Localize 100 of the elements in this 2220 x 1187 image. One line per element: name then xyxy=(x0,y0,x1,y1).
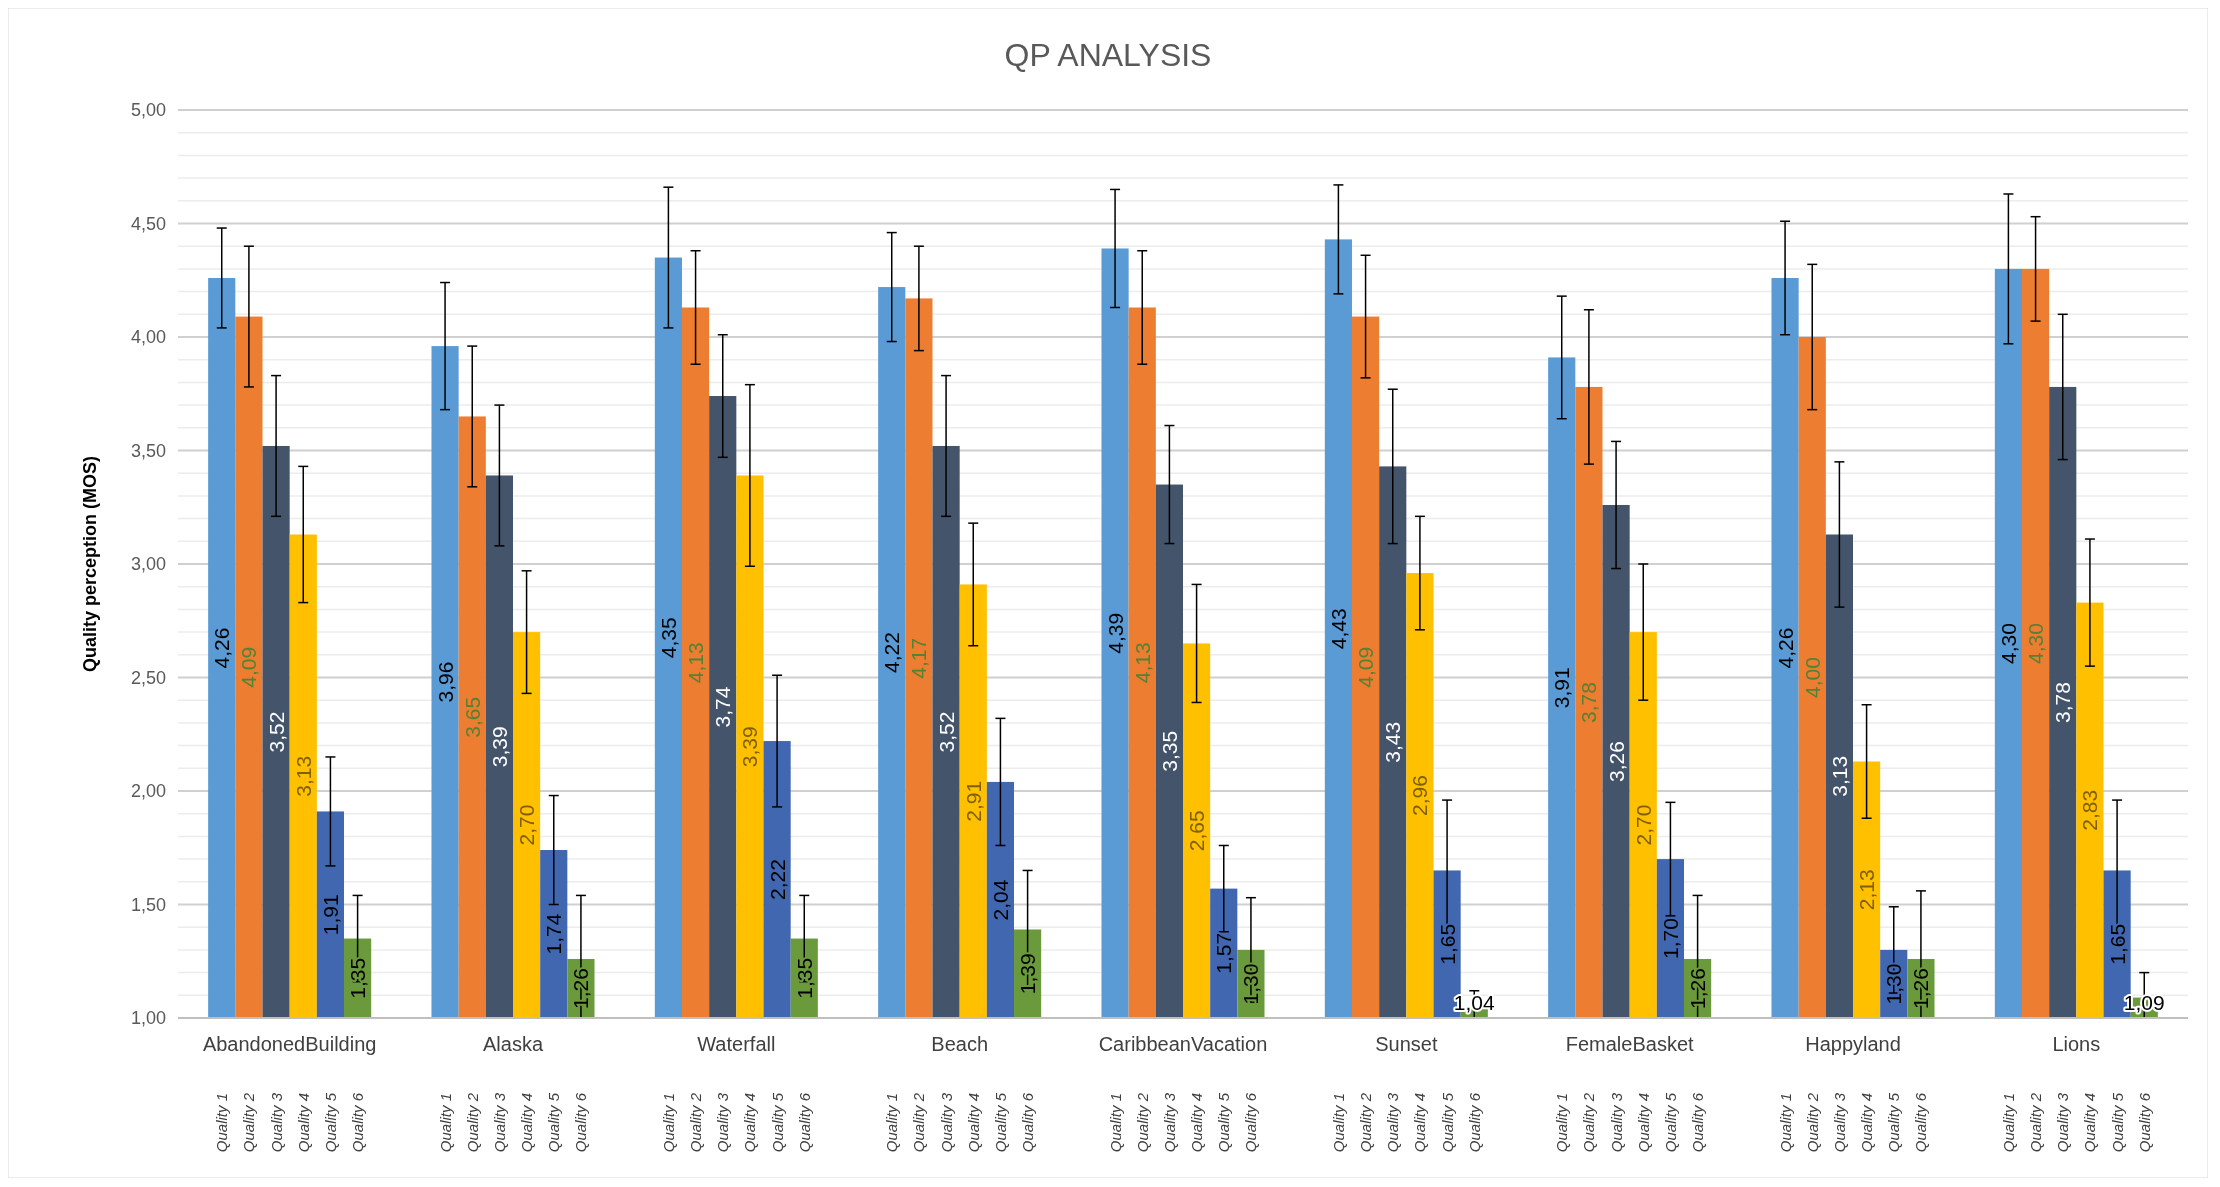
text: Quality 4 xyxy=(1858,1093,1876,1153)
text: Quality 1 xyxy=(1553,1093,1571,1153)
data-label: 1,35 xyxy=(346,957,370,999)
data-label: 3,13 xyxy=(1827,755,1851,797)
text: Quality 6 xyxy=(1912,1093,1930,1153)
text: Quality 2 xyxy=(1357,1093,1375,1153)
data-label: 1,30 xyxy=(1239,963,1263,1005)
data-label: 4,26 xyxy=(210,627,234,669)
data-label: 1,35 xyxy=(792,957,816,999)
y-tick-label: 5,00 xyxy=(130,100,166,120)
text: Quality 1 xyxy=(1106,1093,1124,1153)
data-label: 4,13 xyxy=(684,642,708,684)
x-tick-label: FemaleBasket xyxy=(1565,1033,1695,1055)
text: Quality 2 xyxy=(910,1093,928,1153)
data-label: 1,26 xyxy=(569,968,593,1009)
text: Quality 6 xyxy=(1242,1093,1260,1153)
text: Quality 4 xyxy=(1411,1093,1429,1153)
text: Quality 6 xyxy=(1689,1093,1707,1153)
data-label: 1,57 xyxy=(1212,932,1236,974)
data-label: 4,17 xyxy=(907,637,931,679)
text: Quality 4 xyxy=(964,1093,982,1153)
data-label: 3,78 xyxy=(1577,682,1601,723)
text: Quality 6 xyxy=(1019,1093,1037,1153)
text: Quality 4 xyxy=(741,1093,759,1153)
data-label: 1,26 xyxy=(1686,968,1710,1009)
x-tick-label: Waterfall xyxy=(697,1033,776,1055)
x-tick-label: Alaska xyxy=(482,1033,544,1055)
data-label: 4,26 xyxy=(1773,627,1797,669)
text: Quality 4 xyxy=(1634,1093,1652,1153)
data-label: 1,70 xyxy=(1658,918,1682,959)
data-label: 4,30 xyxy=(2024,623,2048,664)
text: Quality 5 xyxy=(2108,1093,2126,1153)
data-label: 2,13 xyxy=(1855,869,1879,911)
text: Quality 2 xyxy=(463,1093,481,1153)
text: Quality 5 xyxy=(321,1092,339,1153)
chart-title: QP ANALYSIS xyxy=(1004,37,1212,73)
text: Quality 4 xyxy=(294,1093,312,1153)
data-label: 3,39 xyxy=(738,726,762,768)
data-label: 1,91 xyxy=(318,894,342,936)
y-axis-title: Quality perception (MOS) xyxy=(80,455,100,673)
x-tick-label: Beach xyxy=(931,1033,989,1055)
text: Quality 4 xyxy=(1188,1093,1206,1153)
data-label: 1,26 xyxy=(1909,968,1933,1009)
text: Quality 2 xyxy=(687,1093,705,1153)
data-label: 4,35 xyxy=(656,617,680,659)
data-label: 4,09 xyxy=(237,646,261,688)
x-tick-label: Happyland xyxy=(1805,1033,1901,1055)
data-label: 3,13 xyxy=(291,755,315,797)
text: Quality 6 xyxy=(795,1093,813,1153)
text: Quality 2 xyxy=(1133,1093,1151,1153)
data-label: 3,39 xyxy=(487,726,511,768)
text: Quality 3 xyxy=(1607,1093,1625,1153)
text: Quality 6 xyxy=(1465,1093,1483,1153)
data-label: 1,65 xyxy=(2105,923,2129,965)
text: Quality 2 xyxy=(240,1092,258,1153)
text: Quality 3 xyxy=(490,1093,508,1153)
text: Quality 4 xyxy=(518,1093,536,1153)
data-label: 2,96 xyxy=(1408,775,1432,816)
data-label: 1,74 xyxy=(542,913,566,955)
text: Quality 1 xyxy=(213,1093,231,1153)
text: Quality 6 xyxy=(349,1092,367,1153)
data-label: 3,74 xyxy=(711,686,735,728)
data-label: 3,52 xyxy=(934,711,958,753)
text: Quality 5 xyxy=(1661,1093,1679,1153)
text: Quality 6 xyxy=(572,1093,590,1153)
text: Quality 3 xyxy=(1160,1093,1178,1153)
text: Quality 3 xyxy=(1830,1093,1848,1153)
x-tick-label: AbandonedBuilding xyxy=(202,1033,377,1055)
y-tick-label: 2,00 xyxy=(130,781,166,801)
y-tick-label: 1,00 xyxy=(130,1008,166,1028)
x-tick-label: Sunset xyxy=(1375,1033,1438,1055)
data-label: 2,83 xyxy=(2078,789,2102,831)
text: Quality 5 xyxy=(1438,1093,1456,1153)
data-label: 4,30 xyxy=(1996,623,2020,664)
text: Quality 1 xyxy=(1329,1093,1347,1153)
text: Quality 6 xyxy=(2135,1093,2153,1153)
data-label: 3,96 xyxy=(433,661,457,703)
data-label: 2,70 xyxy=(1631,804,1655,846)
y-tick-label: 1,50 xyxy=(130,894,166,915)
x-tick-label: Lions xyxy=(2052,1033,2101,1055)
text: Quality 3 xyxy=(1384,1093,1402,1153)
data-label: 2,70 xyxy=(515,804,539,846)
text: Quality 1 xyxy=(1999,1093,2017,1153)
data-label: 4,13 xyxy=(1130,642,1154,684)
y-tick-label: 2,50 xyxy=(130,667,166,688)
data-label: 4,39 xyxy=(1103,612,1127,654)
data-label: 3,26 xyxy=(1604,741,1628,782)
text: Quality 5 xyxy=(1215,1093,1233,1153)
data-label: 2,65 xyxy=(1185,810,1209,852)
data-label: 3,91 xyxy=(1550,667,1574,709)
y-tick-label: 3,00 xyxy=(130,554,166,574)
data-label: 3,43 xyxy=(1381,721,1405,763)
text: Quality 3 xyxy=(714,1093,732,1153)
y-tick-label: 4,50 xyxy=(130,213,166,234)
text: Quality 5 xyxy=(768,1093,786,1153)
data-label: 4,43 xyxy=(1326,608,1350,650)
text: Quality 1 xyxy=(883,1093,901,1153)
text: Quality 2 xyxy=(1803,1093,1821,1153)
data-label: 1,65 xyxy=(1435,923,1459,965)
text: Quality 3 xyxy=(267,1092,285,1153)
